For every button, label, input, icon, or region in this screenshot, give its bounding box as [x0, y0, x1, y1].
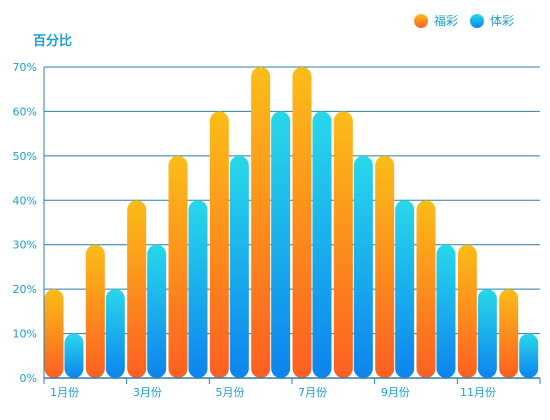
- bar-ticai: [436, 244, 456, 378]
- bar-fucai: [44, 289, 64, 378]
- bar-ticai: [477, 289, 497, 378]
- bar-ticai: [312, 111, 332, 378]
- bar-fucai: [333, 111, 353, 378]
- legend-label-fucai: 福彩: [434, 14, 459, 28]
- bar-fucai: [375, 155, 395, 378]
- legend-label-ticai: 体彩: [490, 14, 515, 28]
- bar-ticai: [229, 155, 249, 378]
- legend-dot-fucai: [414, 13, 428, 28]
- x-tick-label: 3月份: [133, 386, 162, 399]
- y-tick-label: 10%: [13, 328, 37, 341]
- bar-fucai: [127, 200, 147, 378]
- bar-fucai: [209, 111, 229, 378]
- bar-fucai: [85, 244, 105, 378]
- x-tick-label: 9月份: [381, 386, 410, 399]
- bar-ticai: [353, 155, 373, 378]
- y-tick-label: 70%: [13, 61, 37, 74]
- bar-ticai: [105, 289, 125, 378]
- y-axis-title: 百分比: [33, 34, 73, 49]
- bar-ticai: [271, 111, 291, 378]
- x-tick-label: 5月份: [216, 386, 245, 399]
- bar-fucai: [168, 155, 188, 378]
- x-tick-label: 7月份: [298, 386, 327, 399]
- bar-ticai: [395, 200, 415, 378]
- bars-layer: [44, 67, 539, 378]
- legend: 福彩 体彩: [414, 12, 526, 29]
- x-tick-label: 11月份: [460, 386, 496, 399]
- y-tick-label: 30%: [13, 239, 37, 252]
- y-tick-label: 50%: [13, 150, 37, 163]
- y-tick-label: 0%: [20, 372, 37, 385]
- bar-fucai: [457, 244, 477, 378]
- bar-ticai: [188, 200, 208, 378]
- y-tick-label: 20%: [13, 283, 37, 296]
- bar-fucai: [499, 289, 519, 378]
- axis-layer: 0% 10% 20% 30% 40% 50% 60% 70% 1月份 3月份 5月份 7月份 9月份 11…: [13, 61, 541, 399]
- legend-item-fucai[interactable]: 福彩: [414, 12, 458, 29]
- bar-fucai: [251, 67, 271, 378]
- y-tick-label: 40%: [13, 194, 37, 207]
- bar-ticai: [64, 333, 84, 378]
- bar-fucai: [292, 67, 312, 378]
- x-tick-label: 1月份: [50, 386, 79, 399]
- bar-fucai: [416, 200, 436, 378]
- bar-ticai: [147, 244, 167, 378]
- bar-ticai: [519, 333, 539, 378]
- legend-item-ticai[interactable]: 体彩: [470, 12, 514, 29]
- legend-dot-ticai: [470, 13, 485, 28]
- y-tick-label: 60%: [13, 105, 37, 118]
